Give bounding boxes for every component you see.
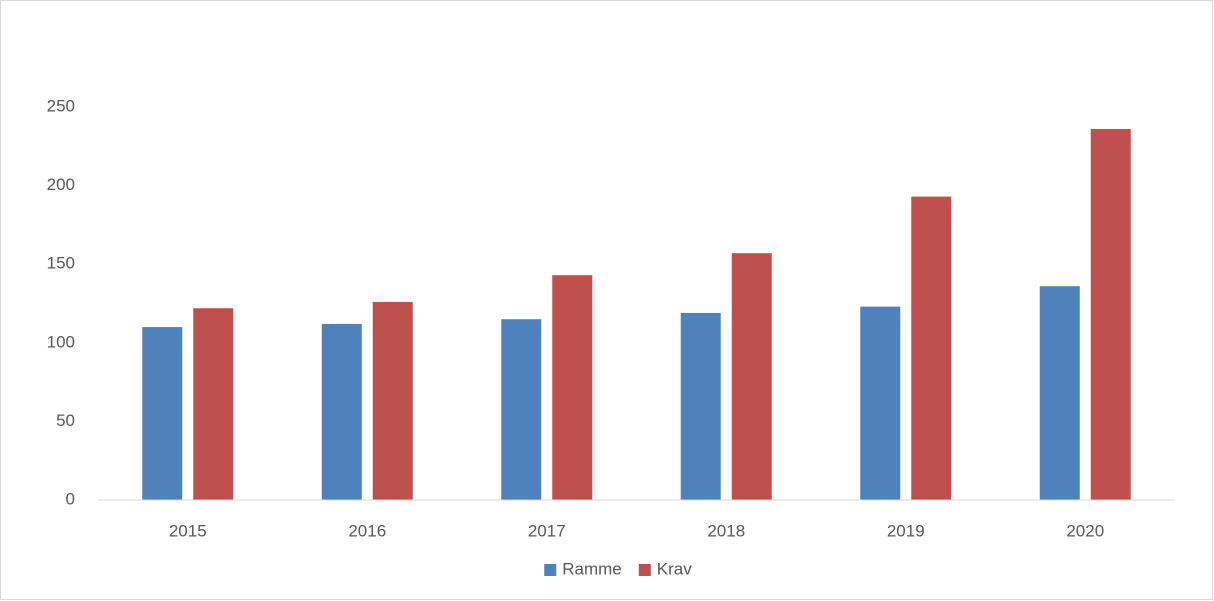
y-tick-label: 250	[47, 96, 75, 115]
x-tick-label: 2020	[1066, 521, 1104, 540]
x-tick-label: 2015	[169, 521, 207, 540]
legend-swatch	[544, 564, 557, 576]
x-tick-label: 2019	[887, 521, 925, 540]
legend-label: Ramme	[562, 559, 622, 578]
x-tick-label: 2016	[348, 521, 386, 540]
y-tick-label: 50	[56, 411, 75, 430]
y-tick-label: 100	[47, 332, 75, 351]
bar	[680, 312, 721, 500]
x-tick-label: 2018	[707, 521, 745, 540]
legend-label: Krav	[657, 559, 692, 578]
bar	[193, 308, 234, 500]
y-tick-label: 200	[47, 175, 75, 194]
y-tick-label: 0	[66, 489, 75, 508]
bar	[1090, 129, 1131, 500]
bar	[1039, 286, 1080, 500]
bar	[860, 306, 901, 500]
bar	[552, 275, 593, 500]
y-tick-label: 150	[47, 254, 75, 273]
bar	[321, 323, 362, 500]
bar	[501, 319, 542, 500]
x-tick-label: 2017	[528, 521, 566, 540]
bar	[911, 196, 952, 500]
bar	[372, 301, 413, 500]
legend-swatch	[638, 564, 651, 576]
bar	[731, 253, 772, 500]
bar	[142, 327, 183, 500]
